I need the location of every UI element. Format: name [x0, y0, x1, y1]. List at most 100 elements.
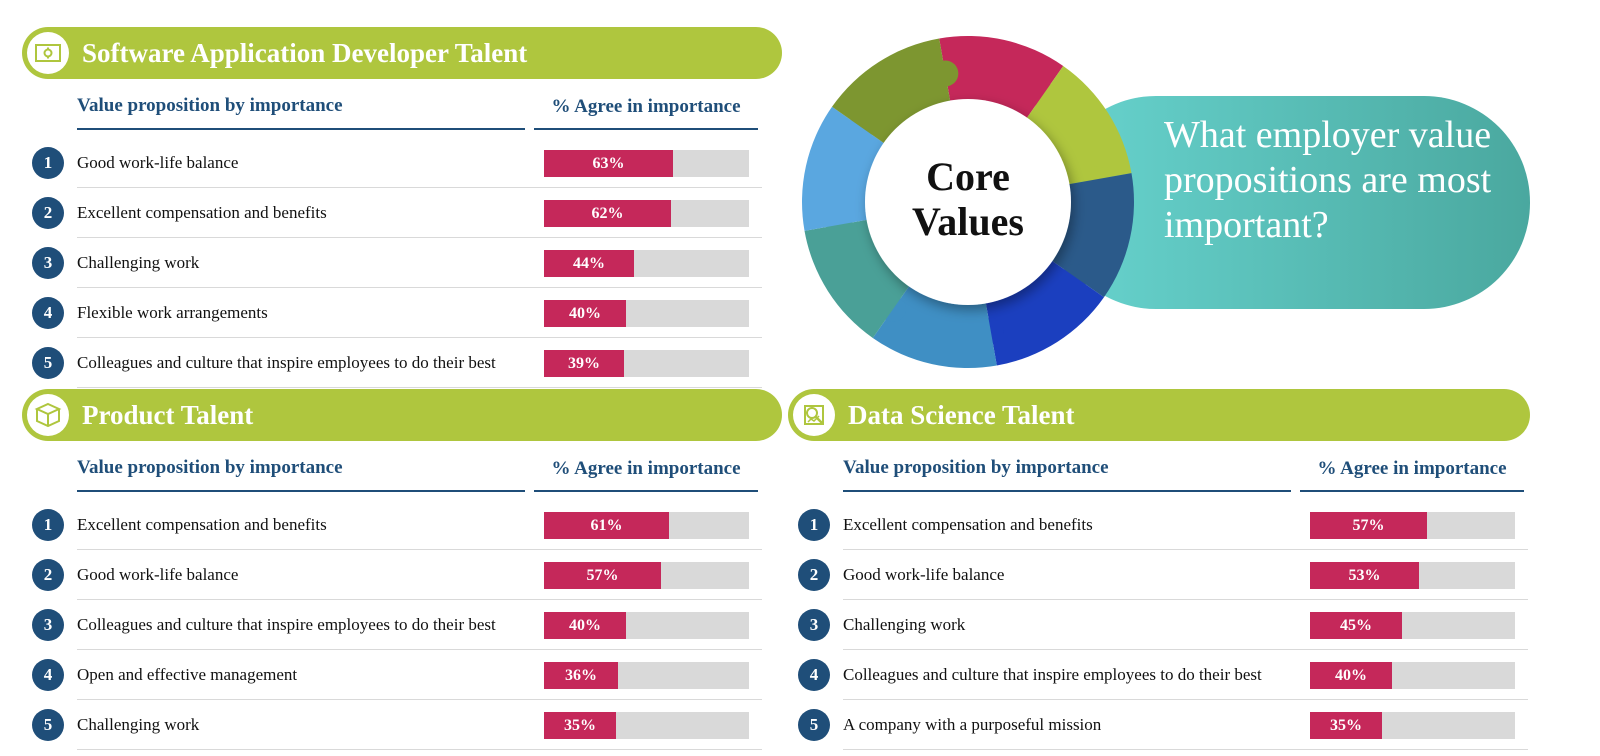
rank-badge: 1 [798, 509, 830, 541]
row-divider [843, 549, 1528, 550]
table-row: 2 Good work-life balance 53% [788, 550, 1528, 600]
rank-badge: 5 [32, 709, 64, 741]
bar-value-label: 40% [569, 617, 601, 634]
core-title-line2: Values [912, 199, 1024, 244]
row-divider [77, 187, 762, 188]
bar [1310, 512, 1427, 539]
column-header-percent-agree: % Agree in importance [534, 94, 758, 130]
table-row: 4 Colleagues and culture that inspire emp… [788, 650, 1528, 700]
rank-badge: 2 [32, 559, 64, 591]
category-label: Challenging work [77, 715, 200, 734]
category-label: A company with a purposeful mission [843, 715, 1102, 734]
column-header-value-proposition: Value proposition by importance [77, 456, 525, 492]
bar-track: 62% [544, 200, 749, 227]
row-divider [77, 549, 762, 550]
rank-badge: 1 [32, 509, 64, 541]
puzzle-piece-royal-blue [984, 256, 1104, 366]
category-label: Good work-life balance [843, 565, 1005, 584]
row-divider [843, 699, 1528, 700]
bar-track: 40% [544, 300, 749, 327]
bar-value-label: 39% [568, 355, 600, 372]
rank-badge: 3 [32, 247, 64, 279]
row-divider [77, 649, 762, 650]
row-divider [843, 599, 1528, 600]
category-label: Colleagues and culture that inspire empl… [77, 353, 496, 372]
rank-badge: 2 [798, 559, 830, 591]
puzzle-ring [802, 36, 1134, 368]
table-row: 3 Challenging work 45% [788, 600, 1528, 650]
question-text: What employer value propositions are mos… [1164, 114, 1492, 246]
bar [1310, 712, 1382, 739]
bar-track: 39% [544, 350, 749, 377]
data-analysis-icon [793, 394, 835, 436]
row-divider [77, 387, 762, 388]
bar-track: 40% [1310, 662, 1515, 689]
table-row: 4 Open and effective management 36% [22, 650, 762, 700]
bar-track: 53% [1310, 562, 1515, 589]
bar-value-label: 57% [586, 567, 619, 584]
product-section: Product Talent Value proposition by impo… [22, 389, 782, 750]
bar-value-label: 40% [569, 305, 601, 322]
bar-value-label: 44% [573, 255, 605, 272]
row-divider [77, 699, 762, 700]
core-values-graphic: What employer value propositions are mos… [800, 30, 1540, 375]
bar-track: 57% [544, 562, 749, 589]
category-label: Challenging work [843, 615, 966, 634]
bar-value-label: 53% [1348, 567, 1381, 584]
category-label: Colleagues and culture that inspire empl… [77, 615, 496, 634]
category-label: Colleagues and culture that inspire empl… [843, 665, 1262, 684]
row-divider [843, 749, 1528, 750]
bar-value-label: 35% [1330, 717, 1362, 734]
table-row: 4 Flexible work arrangements 40% [22, 288, 762, 338]
category-label: Open and effective management [77, 665, 298, 684]
rank-badge: 5 [32, 347, 64, 379]
data-science-section: Data Science Talent Value proposition by… [788, 389, 1548, 750]
bar-track: 57% [1310, 512, 1515, 539]
core-title-line1: Core [926, 154, 1010, 199]
category-label: Excellent compensation and benefits [77, 203, 327, 222]
category-label: Excellent compensation and benefits [843, 515, 1093, 534]
core-values-title: Core Values [868, 154, 1068, 244]
bar-track: 45% [1310, 612, 1515, 639]
table-row: 1 Excellent compensation and benefits 61% [22, 500, 762, 550]
software-developer-section: Software Application Developer Talent Va… [22, 27, 782, 388]
rank-badge: 3 [798, 609, 830, 641]
bar [1310, 612, 1402, 639]
column-header-value-proposition: Value proposition by importance [843, 456, 1291, 492]
bar-value-label: 36% [565, 667, 597, 684]
column-header-percent-agree: % Agree in importance [1300, 456, 1524, 492]
table-row: 3 Challenging work 44% [22, 238, 762, 288]
puzzle-piece-teal [804, 218, 914, 338]
bar [544, 662, 618, 689]
column-header-value-proposition: Value proposition by importance [77, 94, 525, 130]
bar-value-label: 57% [1352, 517, 1385, 534]
category-label: Good work-life balance [77, 153, 239, 172]
bar-track: 61% [544, 512, 749, 539]
bar-track: 35% [544, 712, 749, 739]
category-label: Flexible work arrangements [77, 303, 268, 322]
row-divider [843, 649, 1528, 650]
table-row: 5 Challenging work 35% [22, 700, 762, 750]
row-divider [77, 237, 762, 238]
row-divider [77, 749, 762, 750]
section-banner: Data Science Talent [788, 389, 1530, 441]
table-row: 3 Colleagues and culture that inspire emp… [22, 600, 762, 650]
bar-value-label: 40% [1335, 667, 1367, 684]
bar [1310, 562, 1419, 589]
bar-value-label: 62% [591, 205, 624, 222]
rank-badge: 1 [32, 147, 64, 179]
row-divider [77, 599, 762, 600]
bar [544, 712, 616, 739]
rank-badge: 4 [798, 659, 830, 691]
bar [544, 512, 669, 539]
table-row: 2 Excellent compensation and benefits 62% [22, 188, 762, 238]
table-row: 1 Good work-life balance 63% [22, 138, 762, 188]
category-label: Challenging work [77, 253, 200, 272]
category-label: Good work-life balance [77, 565, 239, 584]
section-banner: Software Application Developer Talent [22, 27, 782, 79]
rank-badge: 4 [32, 297, 64, 329]
table-row: 5 Colleagues and culture that inspire emp… [22, 338, 762, 388]
section-title: Software Application Developer Talent [82, 38, 528, 68]
category-label: Excellent compensation and benefits [77, 515, 327, 534]
column-header-percent-agree: % Agree in importance [534, 456, 758, 492]
